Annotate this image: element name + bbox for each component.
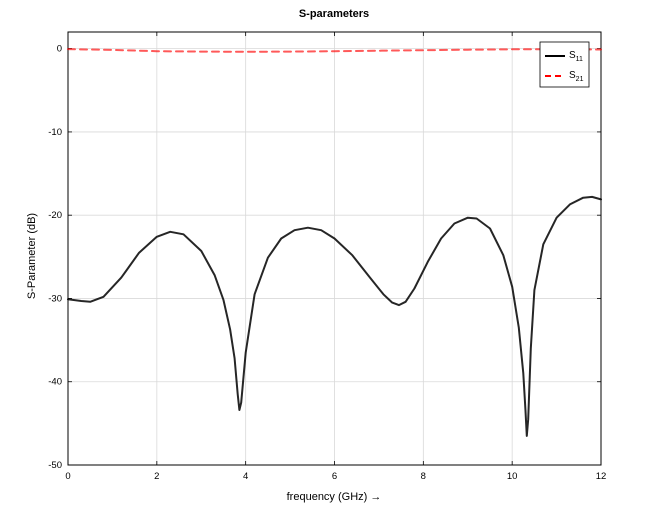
y-tick-label: -20 (48, 210, 62, 221)
series-lines (67, 48, 602, 437)
x-tick-label: 10 (507, 471, 518, 482)
x-axis-label: frequency (GHz) → (287, 491, 382, 503)
legend-label-s11: S11 (569, 50, 583, 63)
x-tick-label: 4 (243, 471, 248, 482)
y-tick-label: -10 (48, 127, 62, 138)
x-tick-label: 8 (421, 471, 426, 482)
y-tick-label: -30 (48, 293, 62, 304)
y-tick-label: -40 (48, 377, 62, 388)
legend-box (539, 41, 590, 88)
x-tick-label: 2 (154, 471, 159, 482)
legend-label-s21: S21 (569, 70, 584, 83)
y-tick-label: -50 (48, 460, 62, 471)
series-line-s21 (67, 48, 602, 53)
x-tick-label: 12 (596, 471, 607, 482)
x-tick-label: 6 (332, 471, 337, 482)
grid-lines (68, 32, 601, 465)
y-axis-label: S-Parameter (dB) (26, 213, 38, 299)
legend: S11 S21 (539, 41, 590, 88)
axis-ticks: 0 2 4 6 8 10 12 0 -10 -20 -30 -40 -50 (48, 32, 606, 482)
x-tick-label: 0 (65, 471, 70, 482)
series-line-s11 (67, 195, 602, 437)
y-tick-label: 0 (57, 44, 62, 55)
chart-title: S-parameters (299, 8, 369, 20)
